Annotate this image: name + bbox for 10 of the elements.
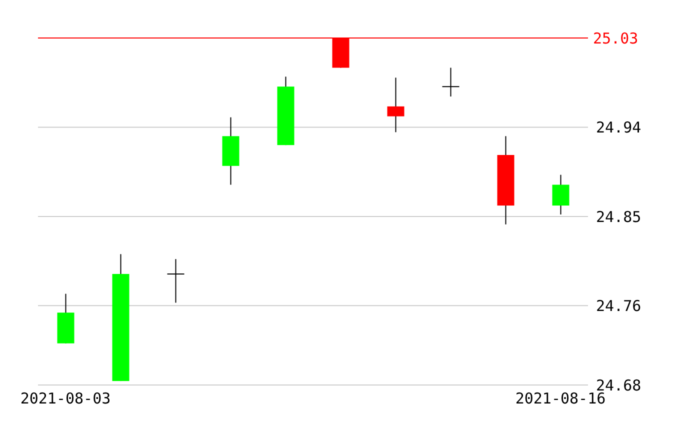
x-tick-label: 2021-08-03 xyxy=(20,390,111,408)
ref-line-label: 25.03 xyxy=(593,29,638,48)
y-tick-label: 24.85 xyxy=(596,208,642,226)
candlestick xyxy=(552,174,570,215)
candlestick xyxy=(442,67,460,97)
candlestick xyxy=(387,77,404,133)
y-tick-label: 24.76 xyxy=(596,297,642,316)
x-tick-label: 2021-08-16 xyxy=(515,390,606,408)
candlestick xyxy=(166,258,185,304)
y-tick-label: 24.94 xyxy=(596,118,642,137)
